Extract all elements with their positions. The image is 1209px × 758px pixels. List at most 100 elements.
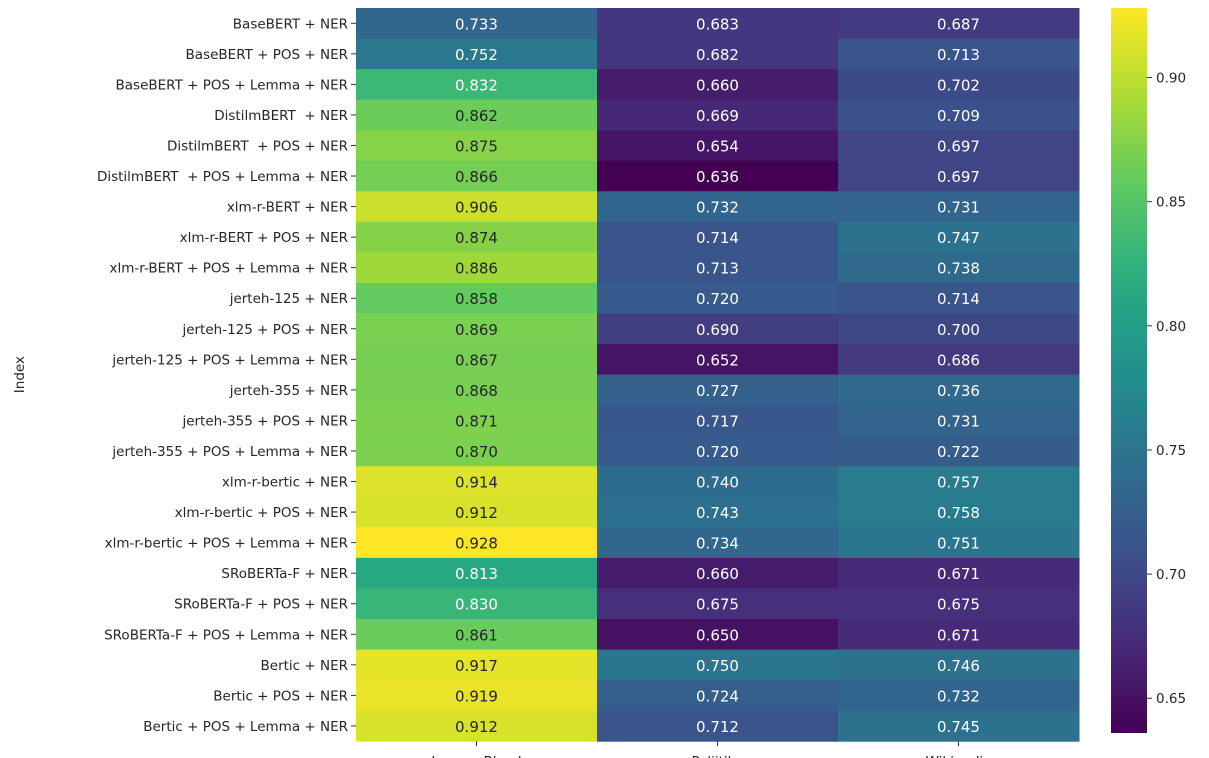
cell-value-label: 0.660: [696, 76, 739, 94]
row-label: SRoBERTa-F + NER: [221, 566, 348, 582]
heatmap-cell: [597, 405, 839, 437]
cell-value-label: 0.652: [696, 351, 739, 369]
row-label: xlm-r-bertic + NER: [222, 475, 348, 491]
heatmap-cell: [597, 221, 839, 253]
row-label: DistilmBERT + POS + NER: [167, 138, 348, 154]
heatmap-cell: [597, 252, 839, 284]
cell-value-label: 0.757: [937, 474, 980, 492]
heatmap-cell: [597, 191, 839, 223]
heatmap-cell: [597, 527, 839, 559]
row-label: Bertic + NER: [261, 658, 349, 674]
heatmap-cell: [838, 130, 1080, 162]
heatmap-cell: [597, 680, 839, 712]
heatmap-cell: [356, 588, 598, 620]
cell-value-label: 0.671: [937, 626, 980, 644]
colorbar-tick-label: 0.75: [1156, 443, 1186, 459]
cell-value-label: 0.654: [696, 137, 739, 155]
heatmap-cell: [356, 160, 598, 192]
heatmap-cell: [838, 69, 1080, 101]
heatmap-cell: [597, 99, 839, 131]
y-axis-label: Index: [12, 356, 28, 393]
heatmap-cell: [597, 588, 839, 620]
cell-value-label: 0.720: [696, 290, 739, 308]
heatmap-cell: [838, 619, 1080, 651]
cell-value-label: 0.713: [696, 260, 739, 278]
cell-value-label: 0.669: [696, 107, 739, 125]
heatmap-cell: [597, 8, 839, 40]
heatmap-cell: [838, 344, 1080, 376]
row-label: xlm-r-BERT + NER: [227, 200, 348, 216]
cell-value-label: 0.746: [937, 657, 980, 675]
cell-value-label: 0.917: [455, 657, 498, 675]
column-label: Impure Blood: [431, 754, 521, 758]
heatmap-cell: [838, 588, 1080, 620]
cell-value-label: 0.700: [937, 321, 980, 339]
heatmap-cell: [356, 69, 598, 101]
cell-value-label: 0.736: [937, 382, 980, 400]
cell-value-label: 0.675: [937, 596, 980, 614]
heatmap-cell: [356, 313, 598, 345]
row-label: xlm-r-bertic + POS + NER: [175, 505, 348, 521]
heatmap-cell: [838, 557, 1080, 589]
row-label: DistilmBERT + NER: [214, 108, 348, 124]
cell-value-label: 0.886: [455, 260, 498, 278]
heatmap-cell: [597, 619, 839, 651]
heatmap-cell: [597, 435, 839, 467]
heatmap-cell: [597, 282, 839, 314]
cell-value-label: 0.709: [937, 107, 980, 125]
cell-value-label: 0.919: [455, 687, 498, 705]
heatmap-cell: [838, 435, 1080, 467]
cell-value-label: 0.712: [696, 718, 739, 736]
row-label: DistilmBERT + POS + Lemma + NER: [97, 169, 348, 185]
cell-value-label: 0.724: [696, 687, 739, 705]
cell-value-label: 0.750: [696, 657, 739, 675]
colorbar-tick-label: 0.70: [1156, 567, 1186, 583]
cell-value-label: 0.747: [937, 229, 980, 247]
row-label: BaseBERT + POS + Lemma + NER: [116, 77, 349, 93]
heatmap-cell: [356, 435, 598, 467]
heatmap-cell: [356, 38, 598, 70]
heatmap-cell: [356, 344, 598, 376]
heatmap-cell: [597, 374, 839, 406]
cell-value-label: 0.874: [455, 229, 498, 247]
cell-value-label: 0.743: [696, 504, 739, 522]
heatmap-cell: [838, 496, 1080, 528]
row-label: xlm-r-bertic + POS + Lemma + NER: [105, 536, 348, 552]
row-label: SRoBERTa-F + POS + NER: [174, 597, 348, 613]
colorbar-tick-label: 0.65: [1156, 691, 1186, 707]
cell-value-label: 0.636: [696, 168, 739, 186]
row-label: jerteh-125 + NER: [229, 291, 348, 307]
colorbar-tick-label: 0.85: [1156, 195, 1186, 211]
cell-value-label: 0.720: [696, 443, 739, 461]
heatmap-cell: [597, 69, 839, 101]
heatmap-cell: [838, 405, 1080, 437]
cell-value-label: 0.697: [937, 168, 980, 186]
cell-value-label: 0.832: [455, 76, 498, 94]
row-label: jerteh-355 + POS + Lemma + NER: [111, 444, 348, 460]
cell-value-label: 0.866: [455, 168, 498, 186]
cell-value-label: 0.734: [696, 535, 739, 553]
cell-value-label: 0.758: [937, 504, 980, 522]
cell-value-label: 0.697: [937, 137, 980, 155]
cell-value-label: 0.714: [696, 229, 739, 247]
cell-value-label: 0.687: [937, 15, 980, 33]
cell-value-label: 0.714: [937, 290, 980, 308]
heatmap-cell: [838, 38, 1080, 70]
cell-value-label: 0.868: [455, 382, 498, 400]
cell-value-label: 0.912: [455, 718, 498, 736]
row-label: Bertic + POS + NER: [213, 688, 348, 704]
cell-value-label: 0.732: [696, 199, 739, 217]
heatmap-cell: [838, 466, 1080, 498]
heatmap-cell: [356, 405, 598, 437]
heatmap-cell: [838, 374, 1080, 406]
row-label: BaseBERT + NER: [233, 16, 348, 32]
cell-value-label: 0.738: [937, 260, 980, 278]
heatmap-cell: [597, 313, 839, 345]
colorbar-tick-label: 0.90: [1156, 71, 1186, 87]
cell-value-label: 0.830: [455, 596, 498, 614]
heatmap-cell: [597, 160, 839, 192]
cell-value-label: 0.731: [937, 412, 980, 430]
heatmap-cell: [356, 619, 598, 651]
cell-value-label: 0.671: [937, 565, 980, 583]
colorbar-ticks: 0.65 0.70 0.75 0.80 0.85 0.90: [1147, 71, 1186, 707]
